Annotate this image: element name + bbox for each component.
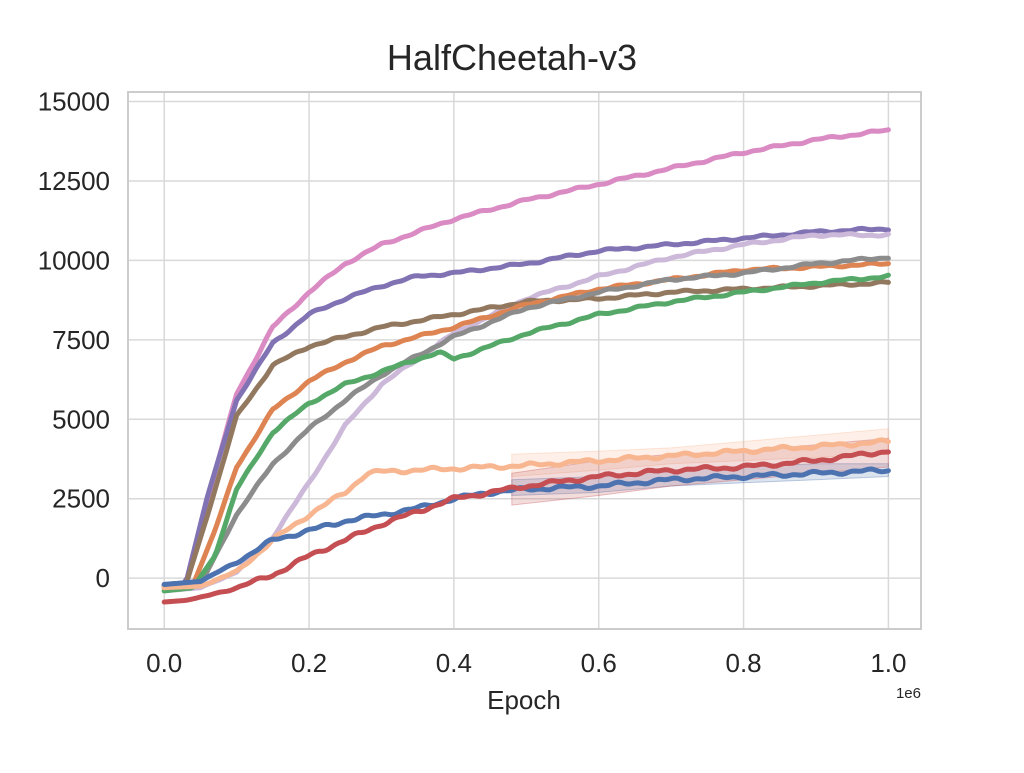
series-lines [161, 127, 891, 605]
y-tick-label: 0 [96, 563, 110, 593]
y-tick-label: 7500 [52, 325, 110, 355]
x-tick-label: 0.0 [146, 648, 182, 678]
x-tick-label: 1.0 [870, 648, 906, 678]
y-tick-label: 10000 [38, 245, 110, 275]
series-line [161, 127, 891, 587]
x-axis-label: Epoch [487, 685, 561, 715]
plot-frame [127, 91, 922, 630]
series-line [161, 437, 891, 591]
series-line [161, 225, 891, 587]
y-tick-label: 5000 [52, 404, 110, 434]
x-tick-label: 0.8 [725, 648, 761, 678]
series-line [161, 272, 891, 594]
x-tick-label: 0.2 [291, 648, 327, 678]
series-line [161, 449, 891, 605]
x-axis-offset-label: 1e6 [896, 685, 921, 702]
y-tick-label: 2500 [52, 484, 110, 514]
y-tick-label: 15000 [38, 87, 110, 117]
grid [128, 92, 921, 629]
y-tick-labels: 0 2500 5000 7500 10000 12500 15000 [38, 87, 110, 594]
x-tick-labels: 0.0 0.2 0.4 0.6 0.8 1.0 [146, 648, 906, 678]
chart-title: HalfCheetah-v3 [387, 37, 637, 78]
y-tick-label: 12500 [38, 166, 110, 196]
series-line [161, 255, 891, 591]
x-tick-label: 0.6 [581, 648, 617, 678]
x-tick-label: 0.4 [436, 648, 472, 678]
